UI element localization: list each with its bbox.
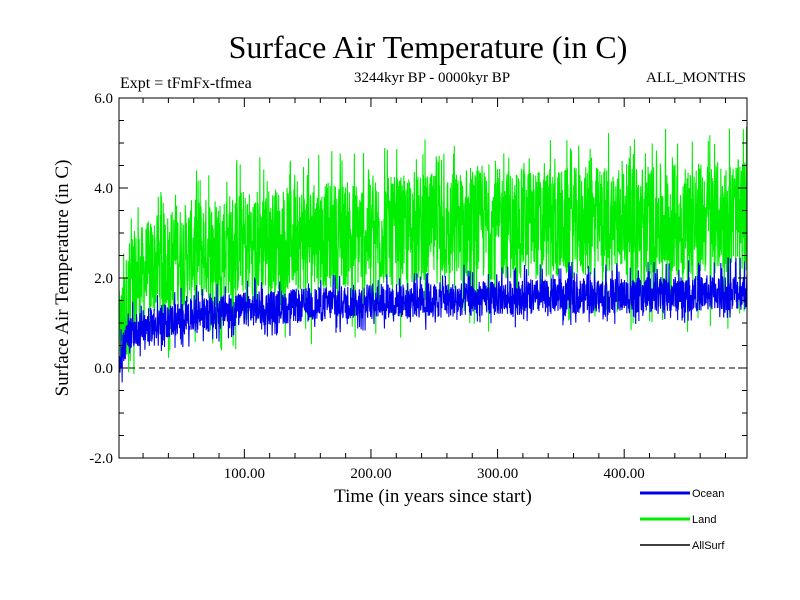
x-tick-label: 200.00 (350, 466, 391, 482)
x-tick-label: 400.00 (604, 466, 645, 482)
x-tick-label: 100.00 (224, 466, 265, 482)
x-tick-label: 300.00 (477, 466, 518, 482)
series-line-ocean (119, 257, 747, 383)
legend: Ocean Land AllSurf (640, 488, 725, 552)
x-axis-label: Time (in years since start) (334, 486, 532, 507)
chart-subtitle: 3244kyr BP - 0000kyr BP (354, 70, 510, 86)
months-caption: ALL_MONTHS (646, 70, 746, 86)
y-tick-label: 0.0 (94, 361, 113, 377)
y-axis-label: Surface Air Temperature (in C) (52, 160, 73, 397)
series-line-land (119, 126, 747, 374)
y-tick-label: 6.0 (94, 91, 113, 107)
legend-label-allsurf: AllSurf (692, 540, 725, 552)
legend-label-ocean: Ocean (692, 488, 724, 500)
chart-title: Surface Air Temperature (in C) (229, 29, 628, 65)
legend-label-land: Land (692, 514, 716, 526)
y-tick-label: -2.0 (89, 451, 113, 467)
axes: -2.0 0.0 2.0 4.0 6.0 100.00 200.00 300.00 400.00 (89, 91, 747, 482)
y-tick-label: 2.0 (94, 271, 113, 287)
plot-area (118, 97, 748, 459)
experiment-caption: Expt = tFmFx-tfmea (120, 75, 252, 92)
y-tick-label: 4.0 (94, 181, 113, 197)
